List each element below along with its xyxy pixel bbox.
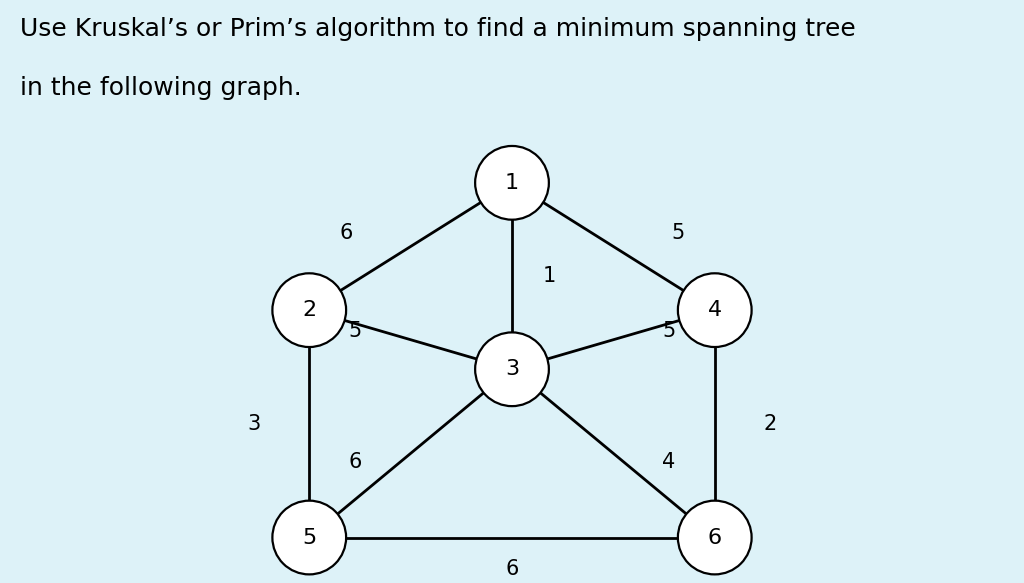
Text: 2: 2 bbox=[764, 414, 776, 434]
Text: 4: 4 bbox=[708, 300, 722, 320]
Text: 5: 5 bbox=[302, 528, 316, 547]
Ellipse shape bbox=[272, 501, 346, 574]
Text: 5: 5 bbox=[672, 223, 684, 243]
Text: Use Kruskal’s or Prim’s algorithm to find a minimum spanning tree: Use Kruskal’s or Prim’s algorithm to fin… bbox=[20, 17, 856, 41]
Ellipse shape bbox=[475, 146, 549, 220]
Text: 5: 5 bbox=[663, 321, 675, 340]
Text: 3: 3 bbox=[505, 359, 519, 380]
Text: 6: 6 bbox=[505, 559, 519, 580]
Text: 4: 4 bbox=[663, 452, 675, 472]
Ellipse shape bbox=[678, 501, 752, 574]
Text: in the following graph.: in the following graph. bbox=[20, 76, 302, 100]
Text: 6: 6 bbox=[348, 452, 362, 472]
Text: 2: 2 bbox=[302, 300, 316, 320]
Text: 5: 5 bbox=[349, 321, 361, 340]
Ellipse shape bbox=[272, 273, 346, 347]
Text: 1: 1 bbox=[543, 266, 555, 286]
Text: 6: 6 bbox=[339, 223, 353, 243]
Text: 3: 3 bbox=[248, 414, 260, 434]
Ellipse shape bbox=[678, 273, 752, 347]
Ellipse shape bbox=[475, 332, 549, 406]
Text: 1: 1 bbox=[505, 173, 519, 193]
Text: 6: 6 bbox=[708, 528, 722, 547]
